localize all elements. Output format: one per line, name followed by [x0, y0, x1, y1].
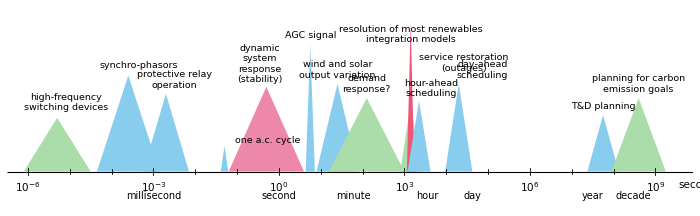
Polygon shape	[316, 84, 358, 172]
Text: high-frequency
switching devices: high-frequency switching devices	[24, 93, 108, 112]
Polygon shape	[24, 118, 91, 172]
Text: day-ahead
scheduling: day-ahead scheduling	[456, 60, 508, 80]
Text: 10$^{-3}$: 10$^{-3}$	[141, 180, 166, 194]
Polygon shape	[220, 146, 228, 172]
Polygon shape	[400, 104, 421, 172]
Polygon shape	[306, 44, 315, 172]
Polygon shape	[611, 98, 666, 172]
Text: synchro-phasors: synchro-phasors	[99, 61, 178, 70]
Text: 10$^{0}$: 10$^{0}$	[270, 180, 288, 194]
Text: protective relay
operation: protective relay operation	[136, 70, 211, 90]
Polygon shape	[97, 76, 160, 172]
Polygon shape	[407, 101, 430, 172]
Text: 10$^{-6}$: 10$^{-6}$	[15, 180, 41, 194]
Text: dynamic
system
response
(stability): dynamic system response (stability)	[237, 44, 282, 84]
Polygon shape	[143, 94, 189, 172]
Polygon shape	[329, 98, 405, 172]
Polygon shape	[407, 23, 414, 172]
Text: second: second	[262, 191, 296, 201]
Polygon shape	[229, 87, 304, 172]
Text: 10$^{9}$: 10$^{9}$	[645, 180, 665, 194]
Text: service restoration
(outages): service restoration (outages)	[419, 53, 508, 73]
Text: AGC signal: AGC signal	[285, 31, 336, 40]
Text: seconds: seconds	[678, 180, 700, 190]
Text: planning for carbon
emission goals: planning for carbon emission goals	[592, 75, 685, 94]
Text: one a.c. cycle: one a.c. cycle	[235, 136, 300, 145]
Text: 10$^{3}$: 10$^{3}$	[395, 180, 414, 194]
Text: minute: minute	[336, 191, 370, 201]
Text: hour-ahead
scheduling: hour-ahead scheduling	[405, 79, 458, 98]
Text: hour: hour	[416, 191, 439, 201]
Text: decade: decade	[616, 191, 651, 201]
Text: T&D planning: T&D planning	[570, 102, 636, 111]
Text: 10$^{6}$: 10$^{6}$	[520, 180, 540, 194]
Polygon shape	[445, 84, 472, 172]
Text: resolution of most renewables
integration models: resolution of most renewables integratio…	[339, 25, 482, 44]
Text: millisecond: millisecond	[126, 191, 181, 201]
Text: demand
response?: demand response?	[342, 75, 391, 94]
Text: year: year	[582, 191, 603, 201]
Text: wind and solar
output variation: wind and solar output variation	[300, 60, 376, 80]
Polygon shape	[587, 115, 619, 172]
Text: day: day	[463, 191, 482, 201]
